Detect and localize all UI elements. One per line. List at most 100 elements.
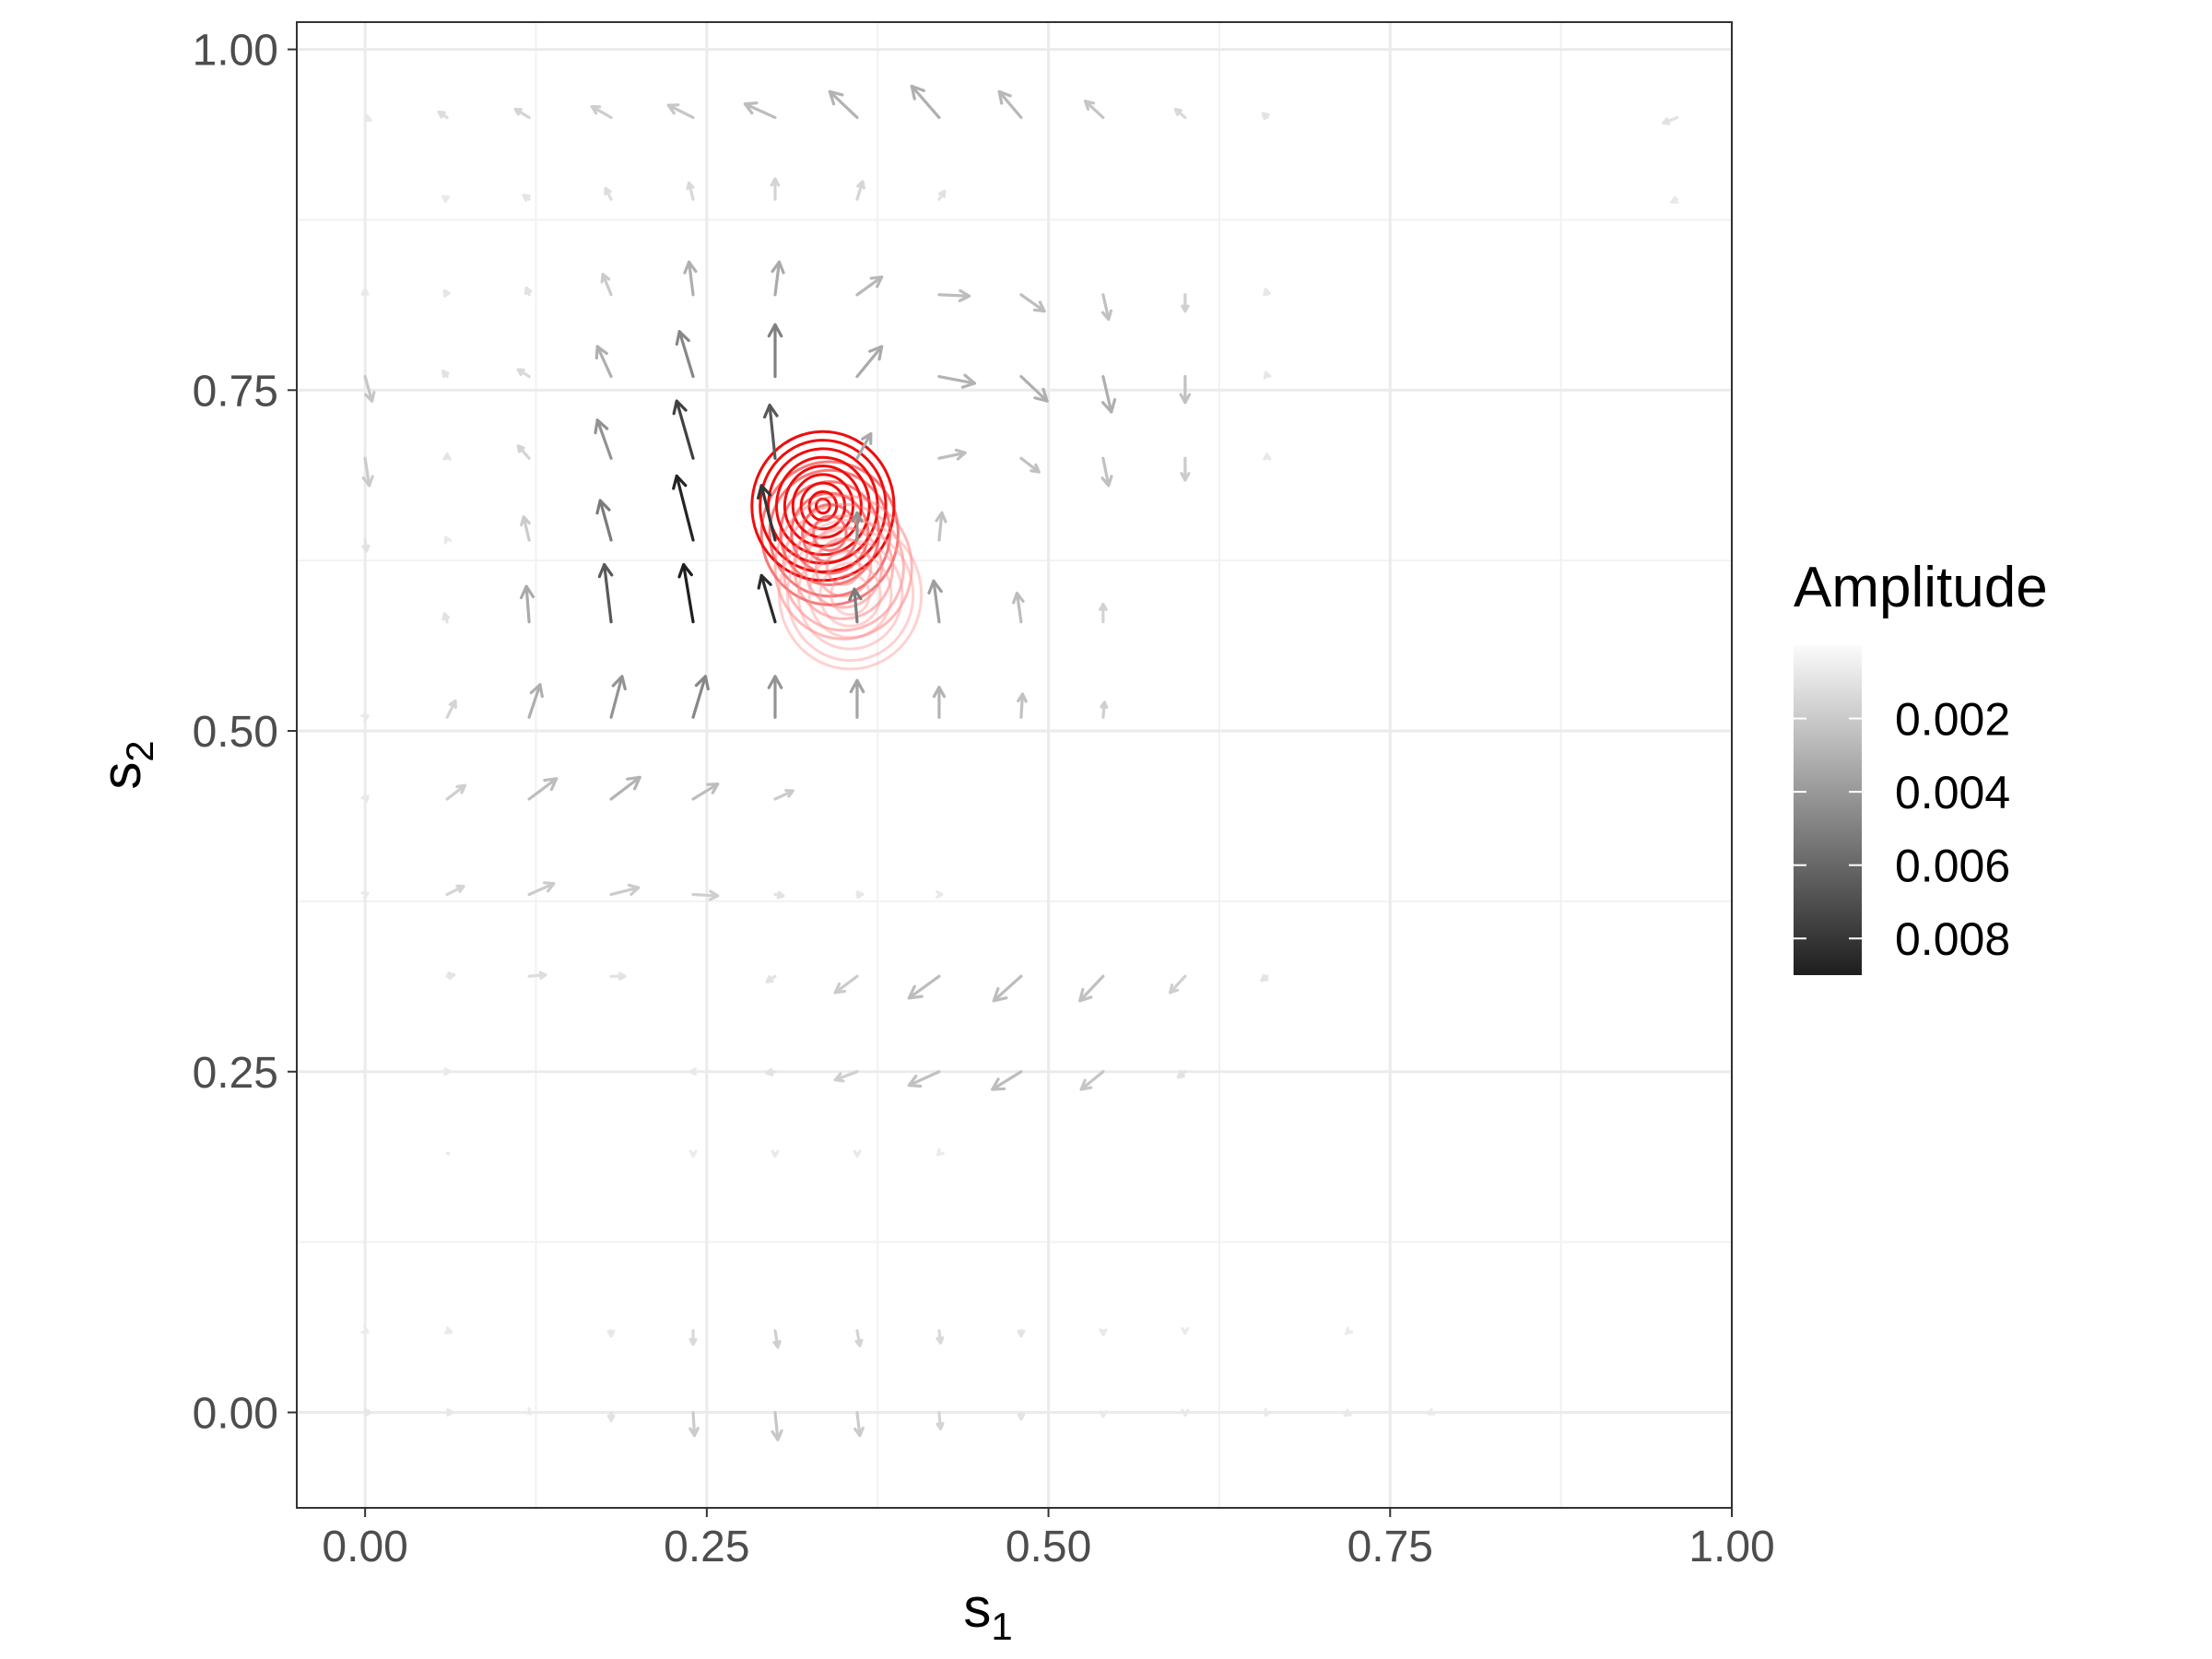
vector-arrow <box>1100 700 1109 719</box>
vector-arrow <box>606 1410 616 1422</box>
vector-arrow <box>1662 115 1679 125</box>
vector-arrow <box>1168 974 1187 994</box>
legend-label: 0.004 <box>1895 767 2010 818</box>
vector-arrow <box>855 275 884 297</box>
vector-arrow <box>445 699 457 719</box>
x-tick-label: 0.50 <box>1006 1523 1091 1571</box>
vector-arrow <box>1099 1328 1108 1336</box>
vector-arrow <box>772 1329 782 1349</box>
vector-arrow <box>1181 1408 1190 1418</box>
contour-ring <box>796 538 904 651</box>
vector-field <box>360 84 1679 1441</box>
y-tick-label: 0.00 <box>193 1389 278 1438</box>
contour-ring <box>830 572 871 617</box>
axes: 0.00 0.25 0.50 0.75 1.00 0.00 0.25 0.50 0.75 1.00 <box>193 27 1775 1571</box>
y-axis-title: s2 <box>90 740 161 789</box>
vector-arrow <box>848 587 863 624</box>
vector-arrow <box>1263 288 1272 297</box>
x-axis-label: s <box>963 1577 991 1639</box>
vector-arrow <box>1343 1408 1352 1418</box>
contour-ring <box>782 502 905 632</box>
vector-arrow <box>595 499 613 542</box>
vector-arrow <box>691 782 720 801</box>
x-tick-label: 0.25 <box>664 1523 749 1571</box>
svg-text:s1: s1 <box>963 1577 1012 1648</box>
vector-arrow <box>361 538 371 553</box>
vector-arrow <box>445 1151 451 1156</box>
vector-arrow <box>765 1067 777 1077</box>
contour-ring <box>793 514 895 620</box>
vector-arrow <box>1100 374 1117 414</box>
vector-arrow <box>361 456 374 488</box>
vector-arrow <box>997 89 1023 120</box>
vector-arrow <box>1176 1070 1187 1079</box>
vector-arrow <box>516 444 531 460</box>
panel-border <box>296 21 1733 1509</box>
vector-arrow <box>445 971 456 981</box>
vector-arrow <box>445 783 466 801</box>
contour-ring <box>767 447 879 565</box>
y-tick-label: 0.25 <box>193 1049 278 1098</box>
vector-arrow <box>1264 1407 1272 1418</box>
vector-arrow <box>1079 1070 1105 1091</box>
vector-arrow <box>935 1410 945 1430</box>
vector-arrow <box>1017 1410 1026 1421</box>
legend-title: Amplitude <box>1794 556 2048 619</box>
contour-ring <box>782 465 863 547</box>
vector-arrow <box>767 323 783 379</box>
vector-arrow <box>1173 108 1187 120</box>
vector-arrow <box>524 286 533 297</box>
vector-arrow <box>765 974 777 983</box>
vector-arrow <box>773 890 785 900</box>
panel-background <box>297 22 1732 1508</box>
vector-arrow <box>757 573 777 624</box>
vector-arrow <box>683 260 698 297</box>
vector-arrow <box>360 288 370 297</box>
vector-arrow <box>771 260 785 297</box>
vector-arrow <box>597 563 614 624</box>
vector-arrow <box>855 180 865 201</box>
contour-ring <box>807 550 893 640</box>
vector-arrow <box>444 1326 453 1335</box>
vector-arrow <box>609 675 627 719</box>
vector-arrow <box>1011 592 1025 624</box>
contour-ring <box>825 548 862 586</box>
vector-arrow <box>442 288 452 298</box>
vector-arrow <box>520 515 531 542</box>
contour-ring <box>818 561 882 628</box>
y-axis-label: s <box>90 762 152 790</box>
vector-arrow <box>691 889 720 901</box>
vector-arrow <box>1019 293 1046 313</box>
vector-arrow <box>443 1067 452 1077</box>
contour-ring <box>791 473 855 539</box>
vector-arrow <box>1084 100 1105 120</box>
vector-arrow <box>935 890 944 899</box>
vector-arrow <box>1181 1326 1190 1335</box>
y-tick-label: 1.00 <box>193 27 278 76</box>
vector-arrow <box>590 105 613 120</box>
vector-arrow <box>833 1070 859 1083</box>
vector-arrow <box>935 1329 945 1345</box>
vector-arrow <box>522 194 531 202</box>
vector-arrow <box>594 418 613 460</box>
vector-arrow <box>1100 293 1113 321</box>
vector-arrow <box>442 453 452 461</box>
vector-arrow <box>855 432 873 460</box>
legend-colorbar <box>1794 645 1862 975</box>
vector-arrow <box>1099 1410 1108 1418</box>
vector-arrow <box>935 1147 945 1157</box>
vector-arrow <box>519 584 535 624</box>
contour-ring <box>804 525 884 609</box>
vector-arrow <box>851 511 864 542</box>
vector-arrow <box>524 1406 533 1416</box>
vector-arrow <box>1261 112 1270 121</box>
vector-arrow <box>854 1329 864 1347</box>
vector-arrow <box>927 579 943 624</box>
vector-arrow <box>513 108 531 120</box>
vector-arrow <box>363 374 376 403</box>
vector-arrow <box>688 1067 697 1077</box>
vector-arrow <box>688 1410 700 1438</box>
vector-arrow <box>1017 1329 1026 1338</box>
vector-arrow <box>910 84 941 120</box>
